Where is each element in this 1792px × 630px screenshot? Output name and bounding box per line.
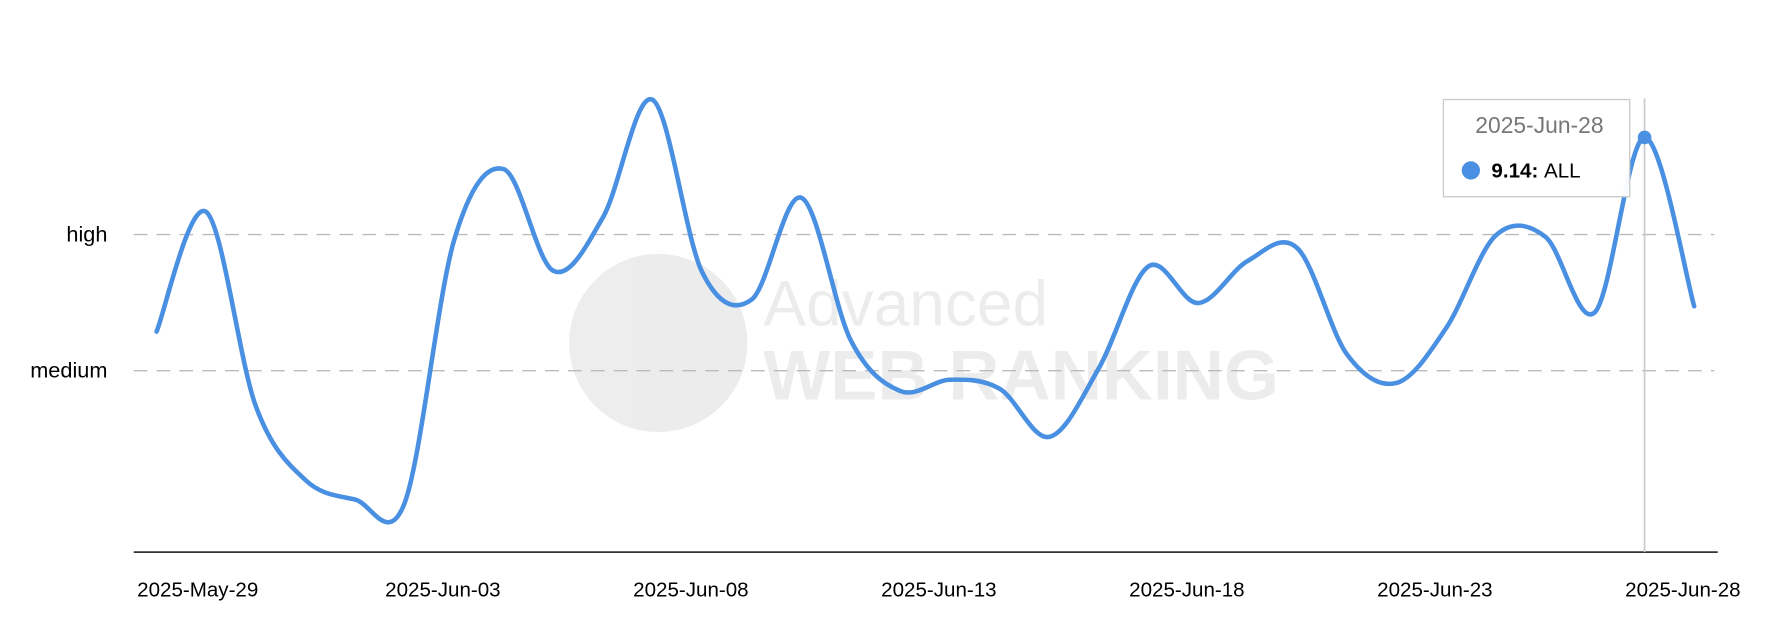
grid: medium high 2025-May-29 2025-Jun-03 2025-Jun… — [30, 221, 1740, 601]
x-tick-label: 2025-Jun-03 — [385, 578, 500, 601]
tooltip-date: 2025-Jun-28 — [1475, 112, 1603, 138]
x-tick-label: 2025-Jun-13 — [881, 578, 996, 601]
tooltip: 2025-Jun-28 9.14: ALL — [1442, 98, 1631, 198]
y-tick-label: medium — [30, 358, 107, 383]
watermark-text: Advanced — [763, 268, 1048, 340]
watermark-text: WEB RANKING — [763, 336, 1279, 415]
separator: : — [1531, 160, 1544, 183]
line-series — [154, 97, 1697, 525]
tooltip-box — [1442, 98, 1631, 198]
x-tick-label: 2025-Jun-28 — [1625, 578, 1740, 601]
plot-area — [154, 97, 1697, 553]
watermark: Advanced WEB RANKING — [569, 253, 1279, 433]
x-tick-label: 2025-May-29 — [137, 578, 258, 601]
tooltip-number: 9.14 — [1491, 160, 1532, 183]
x-tick-label: 2025-Jun-23 — [1377, 578, 1492, 601]
watermark-globe — [569, 253, 748, 433]
x-tick-label: 2025-Jun-18 — [1129, 578, 1244, 601]
hover-marker — [1637, 130, 1652, 145]
tooltip-series-name: ALL — [1544, 160, 1581, 183]
y-tick-label: high — [66, 221, 107, 246]
tooltip-value: 9.14: ALL — [1491, 160, 1580, 183]
x-tick-label: 2025-Jun-08 — [633, 578, 748, 601]
tooltip-dot — [1461, 161, 1480, 180]
